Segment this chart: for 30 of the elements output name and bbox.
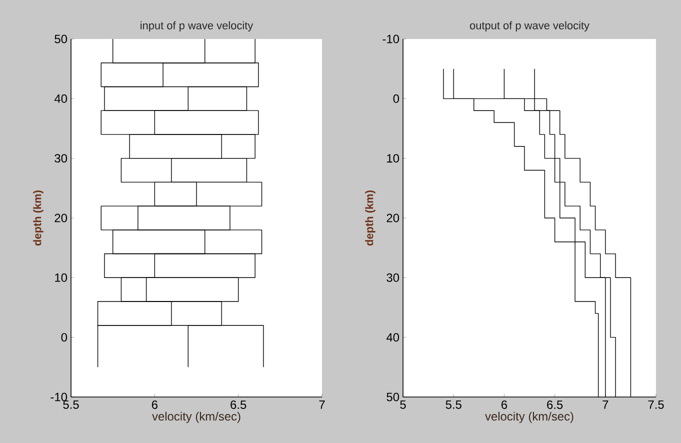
- y-tick-label: 0: [61, 333, 68, 342]
- x-tick-label: 5.5: [63, 400, 79, 409]
- y-tick-label: 20: [54, 214, 68, 222]
- y-tick-label: 0: [393, 94, 400, 103]
- y-tick-label: 30: [54, 154, 68, 163]
- x-axis-title: velocity (km/sec): [485, 412, 574, 423]
- x-axis-title: velocity (km/sec): [152, 412, 240, 423]
- chart-title: input of p wave velocity: [140, 21, 254, 32]
- chart-title: output of p wave velocity: [470, 21, 590, 32]
- x-tick-label: 7: [319, 400, 325, 409]
- x-tick-label: 7: [602, 400, 608, 409]
- x-tick-label: 6.5: [230, 400, 246, 409]
- x-tick-label: 6: [501, 400, 508, 409]
- x-tick-label: 6.5: [547, 400, 563, 409]
- y-tick-label: -10: [50, 392, 68, 402]
- x-tick-label: 5.5: [446, 400, 462, 409]
- y-tick-label: -10: [382, 34, 400, 44]
- y-axis-title: depth (km): [33, 190, 44, 246]
- y-tick-label: 50: [54, 34, 68, 44]
- y-tick-label: 40: [386, 333, 400, 342]
- x-tick-label: 5: [400, 400, 406, 409]
- x-tick-label: 6: [152, 400, 158, 409]
- y-tick-label: 30: [386, 273, 400, 282]
- y-tick-label: 10: [387, 154, 400, 163]
- y-axis-title: depth (km): [365, 190, 376, 246]
- y-tick-label: 40: [54, 94, 68, 103]
- y-tick-label: 10: [55, 273, 68, 282]
- y-tick-label: 20: [386, 214, 400, 222]
- x-tick-label: 7.5: [648, 400, 664, 409]
- y-tick-label: 50: [386, 392, 400, 402]
